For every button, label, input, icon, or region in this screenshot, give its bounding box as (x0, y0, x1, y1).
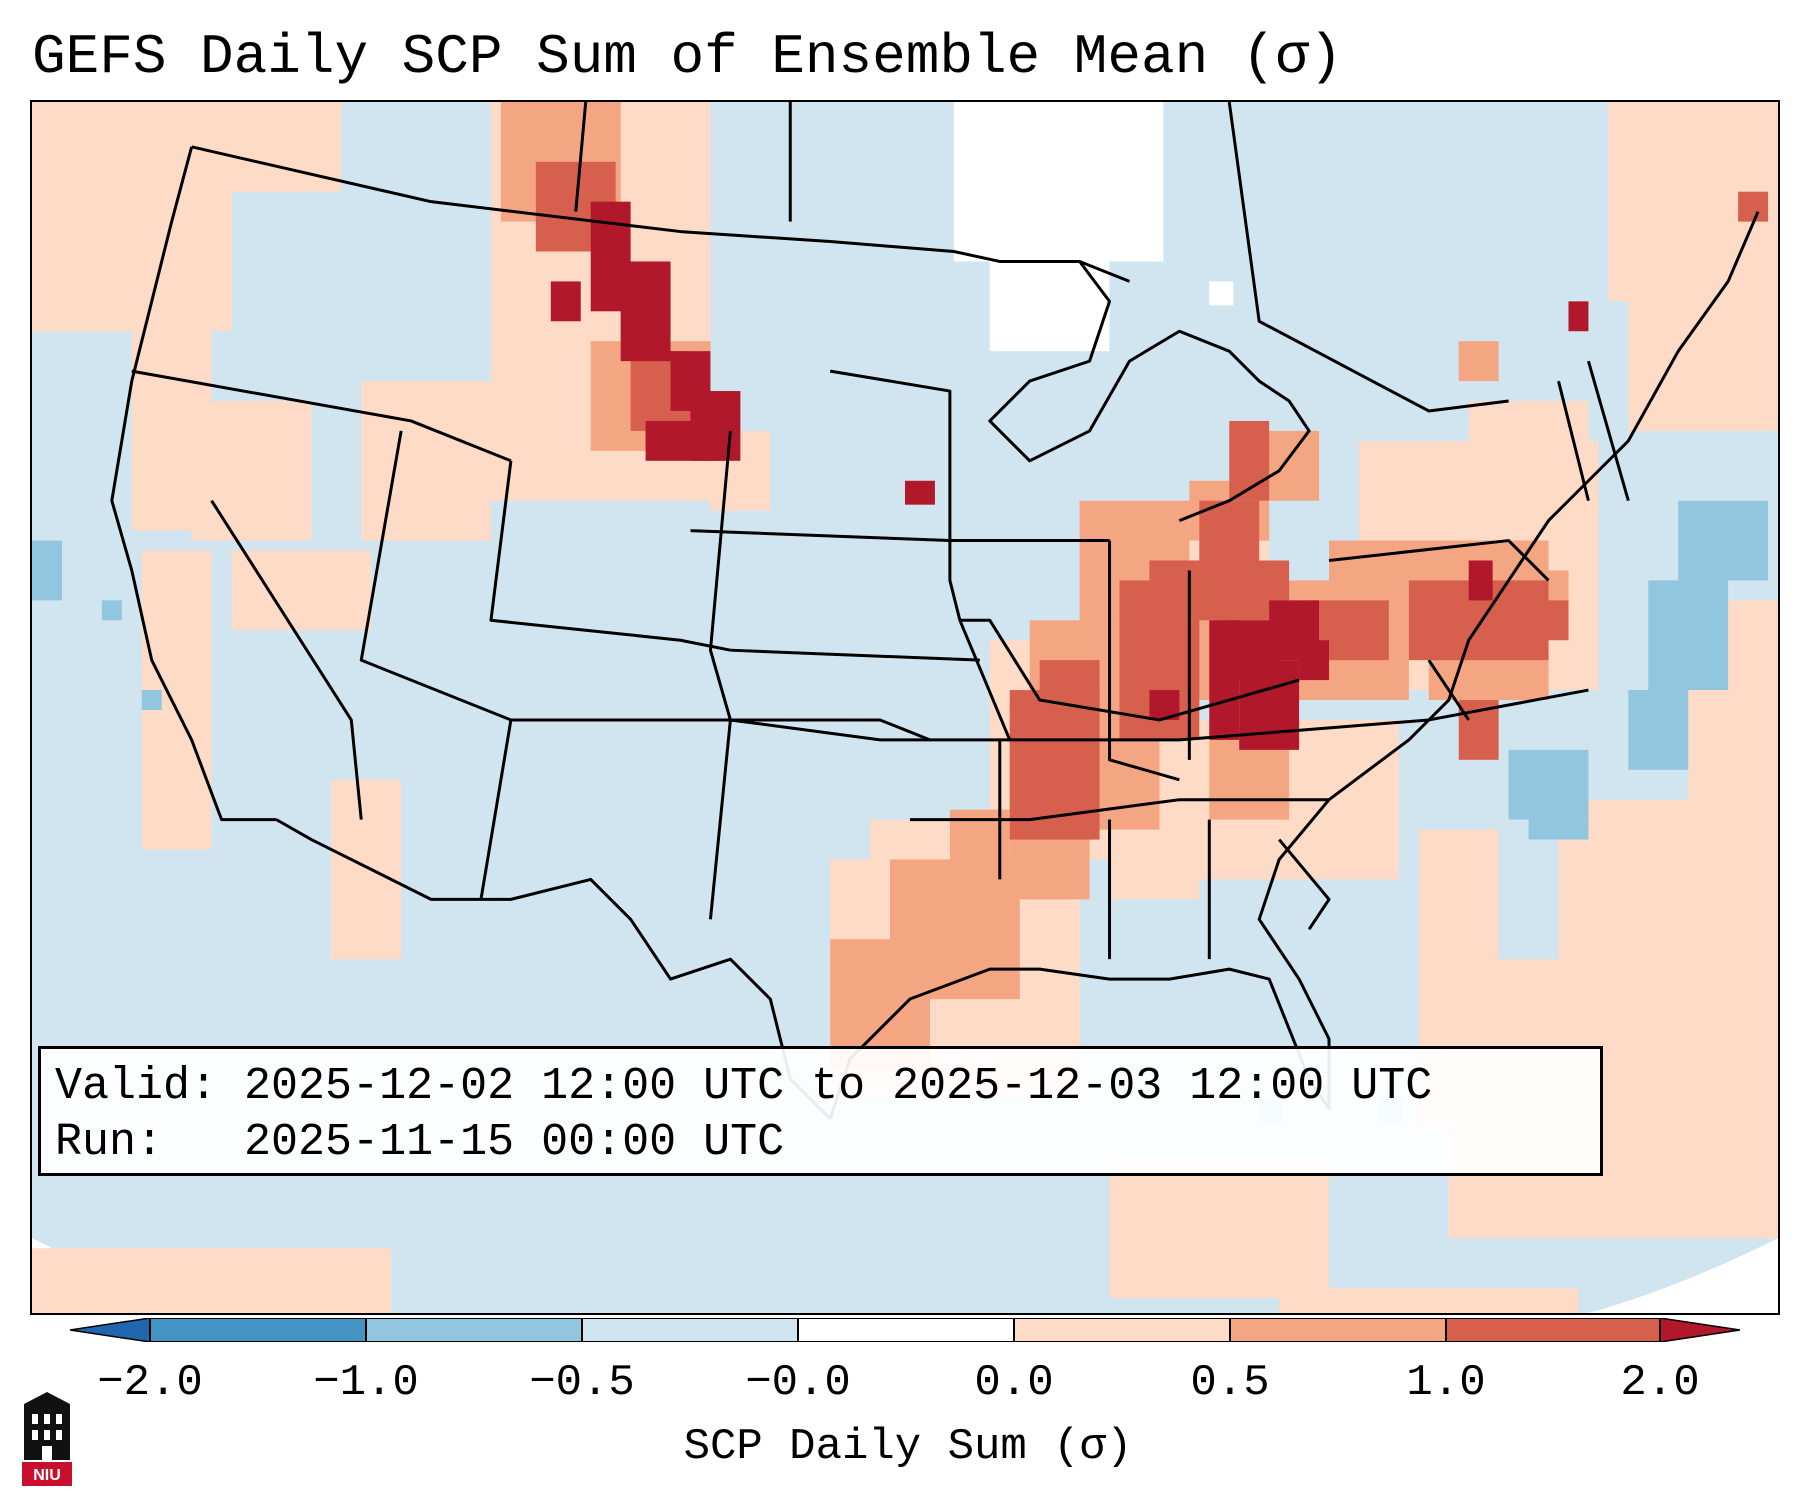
colorbar-extend-low (70, 1318, 151, 1342)
us-west-coast (110, 146, 277, 822)
us-canada-border (191, 145, 1131, 283)
colorbar-bin (798, 1318, 1014, 1342)
page-title: GEFS Daily SCP Sum of Ensemble Mean (σ) (32, 25, 1343, 89)
colorbar-tick: −0.5 (529, 1358, 635, 1408)
field-light-positive (32, 102, 1778, 1313)
great-lakes (988, 260, 1311, 523)
boundaries (110, 102, 1760, 1120)
colorbar (70, 1318, 1740, 1342)
valid-value: 2025-12-02 12:00 UTC to 2025-12-03 12:00… (244, 1061, 1433, 1112)
run-value: 2025-11-15 00:00 UTC (244, 1117, 785, 1168)
svg-text:NIU: NIU (33, 1467, 61, 1484)
colorbar-tick: 0.5 (1190, 1358, 1270, 1408)
colorbar-tick: −0.0 (745, 1358, 851, 1408)
colorbar-bin (1014, 1318, 1230, 1342)
run-line: Run: 2025-11-15 00:00 UTC (55, 1115, 1586, 1171)
colorbar-bin (366, 1318, 582, 1342)
valid-line: Valid: 2025-12-02 12:00 UTC to 2025-12-0… (55, 1059, 1586, 1115)
colorbar-bin (1230, 1318, 1446, 1342)
colorbar-tick: 1.0 (1406, 1358, 1486, 1408)
projection-edge-right (1588, 1238, 1778, 1313)
colorbar-tick: −2.0 (97, 1358, 203, 1408)
colorbar-bin (1446, 1318, 1662, 1342)
valid-label: Valid: (55, 1061, 218, 1112)
gulf-coast (828, 211, 1760, 1120)
run-label: Run: (55, 1117, 164, 1168)
colorbar-bin (582, 1318, 798, 1342)
colorbar-tick: 2.0 (1620, 1358, 1700, 1408)
field-neutral (953, 102, 1234, 352)
niu-logo: NIU (22, 1392, 72, 1486)
colorbar-bin (150, 1318, 366, 1342)
colorbar-tick: 0.0 (974, 1358, 1054, 1408)
colorbar-tick: −1.0 (313, 1358, 419, 1408)
us-southern-border (275, 818, 832, 1120)
valid-run-info: Valid: 2025-12-02 12:00 UTC to 2025-12-0… (38, 1046, 1603, 1176)
colorbar-label: SCP Daily Sum (σ) (683, 1422, 1133, 1472)
colorbar-extend-high (1659, 1318, 1740, 1342)
